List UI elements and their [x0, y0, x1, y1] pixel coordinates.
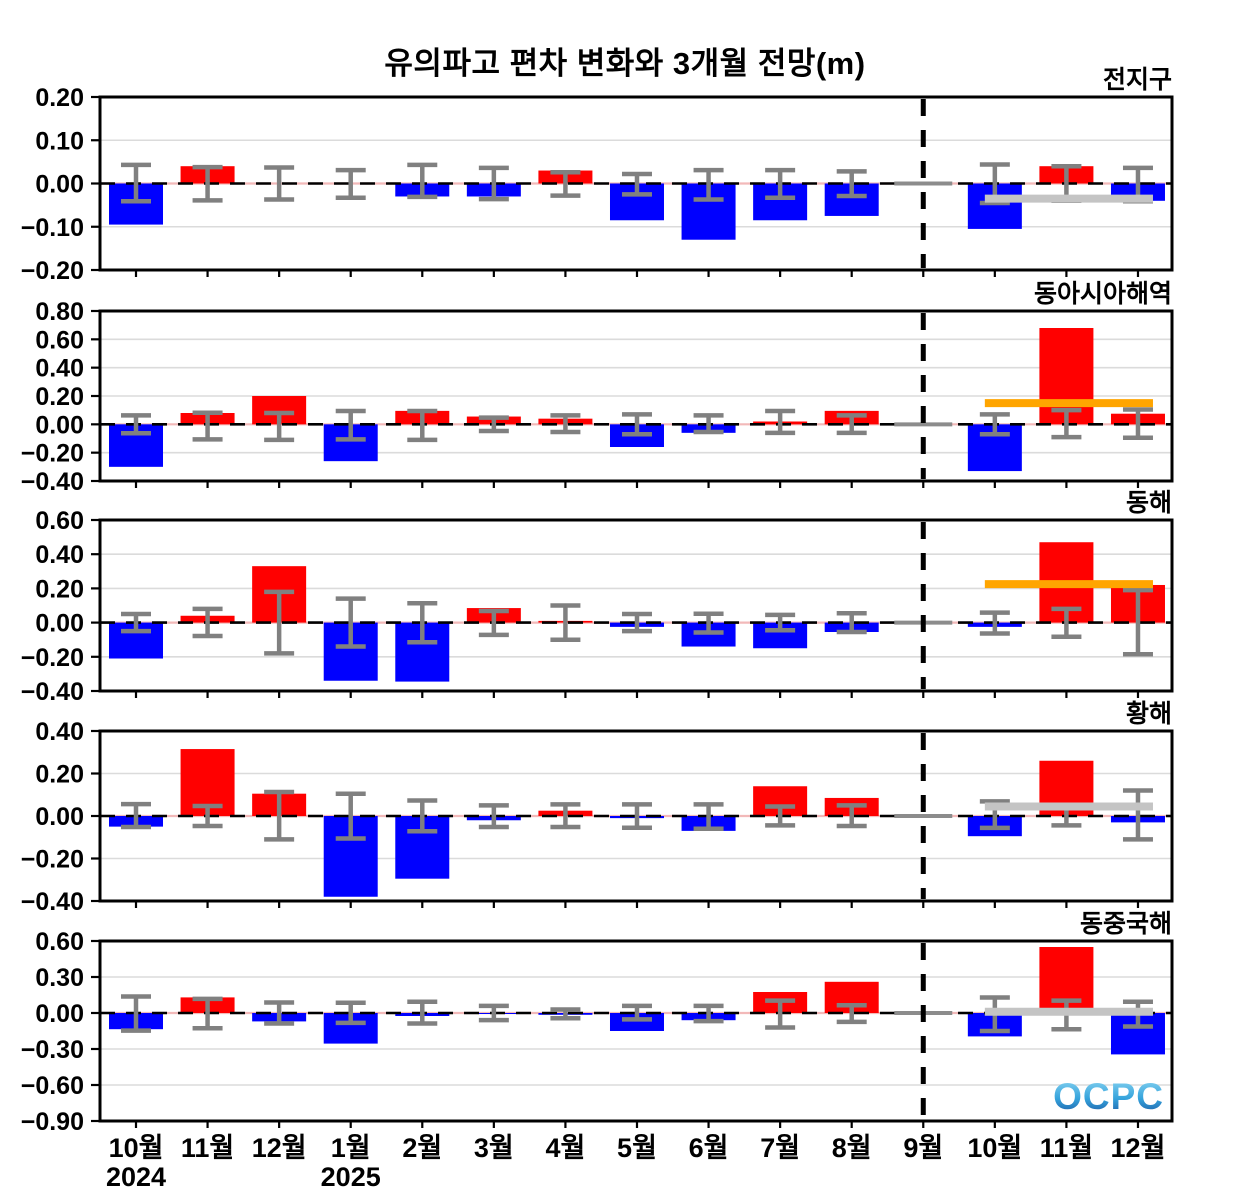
y-tick-label: −0.20 — [21, 644, 84, 672]
subplot-global-canvas: 0.20 0.10 0.00 −0.10 −0.20 — [21, 84, 1174, 285]
x-tick-label: 9월 — [903, 1133, 944, 1163]
x-tick-label: 10월 — [967, 1133, 1023, 1163]
x-tick-label: 8월 — [831, 1133, 872, 1163]
y-tick-label: −0.20 — [21, 846, 84, 874]
subplot-yellow-sea-canvas: 0.40 0.20 0.00 −0.20 −0.40 — [21, 718, 1174, 916]
subplot-east-china-sea: 동중국해 0.60 0.30 0.00 −0.30 −0.60 −0.90 OCPC — [0, 910, 1250, 1136]
y-tick-label: 0.20 — [35, 383, 84, 411]
y-tick-label: 0.60 — [35, 928, 84, 956]
y-tick-label: −0.20 — [21, 440, 84, 468]
y-tick-label: 0.20 — [35, 761, 84, 789]
subplot-yellow-sea: 황해 0.40 0.20 0.00 −0.20 −0.40 — [0, 700, 1250, 916]
x-tick-label: 10월 — [108, 1133, 164, 1163]
y-tick-label: −0.30 — [21, 1036, 84, 1064]
subplot-east-china-sea-label: 동중국해 — [1079, 910, 1172, 938]
y-tick-label: −0.40 — [21, 468, 84, 496]
x-tick-label: 12월 — [1110, 1133, 1166, 1163]
x-tick-label: 4월 — [545, 1133, 586, 1163]
year-label: 2024 — [105, 1162, 167, 1192]
y-tick-label: 0.00 — [35, 1000, 84, 1028]
x-tick-label: 11월 — [1039, 1133, 1094, 1163]
x-tick-label: 1월 — [330, 1133, 371, 1163]
y-tick-label: 0.00 — [35, 803, 84, 831]
subplot-east-asia-seas-canvas: 0.800.600.400.200.00−0.20−0.40 — [21, 298, 1174, 496]
x-tick-label: 7월 — [760, 1133, 801, 1163]
y-tick-label: −0.60 — [21, 1072, 84, 1100]
subplot-east-asia-seas: 동아시아해역 0.80 0.60 0.40 0.20 0.00 −0.20 −0.40 — [0, 280, 1250, 496]
year-label: 2025 — [320, 1162, 381, 1192]
y-tick-label: 0.20 — [35, 575, 84, 603]
x-tick-label: 6월 — [688, 1133, 729, 1163]
y-tick-label: 0.80 — [35, 298, 84, 326]
y-tick-label: 0.00 — [35, 610, 84, 638]
y-tick-label: 0.40 — [35, 718, 84, 746]
y-tick-label: 0.40 — [35, 541, 84, 569]
y-tick-label: 0.00 — [35, 411, 84, 439]
subplot-east-china-sea-canvas: 0.60 0.30 0.00 −0.30 −0.60 −0.90 OCPC — [21, 928, 1174, 1136]
y-tick-label: 0.60 — [35, 507, 84, 535]
ocpc-logo: OCPC — [1053, 1076, 1164, 1117]
y-tick-label: −0.40 — [21, 678, 84, 706]
y-tick-label: 0.10 — [35, 127, 84, 155]
y-tick-label: −0.40 — [21, 888, 84, 916]
y-tick-label: −0.10 — [21, 214, 84, 242]
y-tick-label: 0.00 — [35, 171, 84, 199]
subplot-east-sea-canvas: 0.60 0.40 0.20 0.00 −0.20 −0.40 — [21, 507, 1174, 706]
y-tick-label: 0.20 — [35, 84, 84, 112]
subplot-global-label: 전지구 — [1102, 66, 1172, 94]
x-tick-label: 2월 — [402, 1133, 443, 1163]
x-tick-label: 11월 — [180, 1133, 235, 1163]
y-tick-label: 0.60 — [35, 326, 84, 354]
x-tick-label: 3월 — [473, 1133, 514, 1163]
subplot-yellow-sea-label: 황해 — [1125, 700, 1172, 728]
y-tick-label: −0.90 — [21, 1108, 84, 1136]
subplot-global: 전지구 0.20 0.10 0.00 −0.10 −0.20 — [0, 66, 1250, 285]
x-tick-label: 12월 — [251, 1133, 307, 1163]
subplot-east-asia-seas-label: 동아시아해역 — [1033, 280, 1172, 308]
subplot-east-sea-label: 동해 — [1125, 489, 1172, 517]
chart-title: 유의파고 편차 변화와 3개월 전망(m) — [384, 46, 866, 81]
y-tick-label: −0.20 — [21, 257, 84, 285]
x-axis: 10월 11월 12월 1월 2월 3월 4월 5월 6월 7월 8월 9월 10월 11월 12월 2024… — [0, 1126, 1250, 1200]
y-tick-label: 0.30 — [35, 964, 84, 992]
y-tick-label: 0.40 — [35, 355, 84, 383]
subplot-east-sea: 동해 0.60 0.40 0.20 0.00 −0.20 −0.40 — [0, 489, 1250, 706]
x-tick-label: 5월 — [617, 1133, 657, 1163]
